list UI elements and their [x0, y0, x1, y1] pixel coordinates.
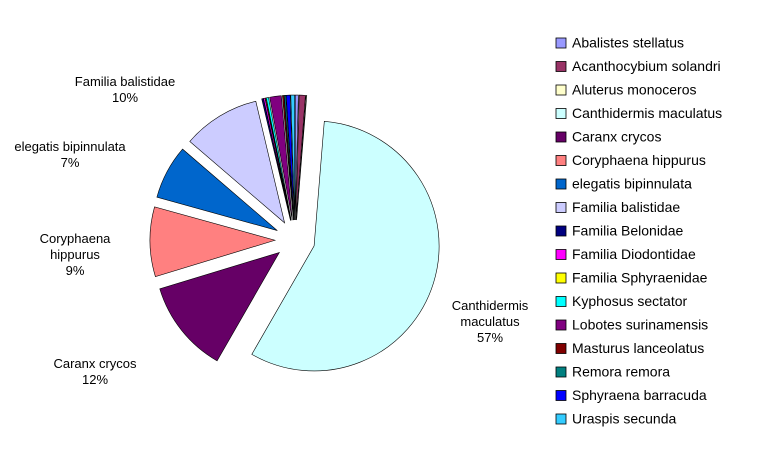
- slice-percent: 57%: [476, 330, 504, 345]
- legend-label: Aluterus monoceros: [572, 82, 697, 98]
- legend-label: Acanthocybium solandri: [572, 58, 721, 74]
- legend-label: elegatis bipinnulata: [572, 176, 692, 192]
- data-label: Canthidermis maculatus 57%: [443, 298, 538, 346]
- pie-slice: [294, 94, 299, 221]
- legend-label: Familia Sphyraenidae: [572, 270, 708, 286]
- data-label: Familia balistidae 10%: [60, 74, 190, 106]
- slice-name: Coryphaena hippurus: [39, 231, 111, 262]
- pie-slice: [290, 94, 295, 221]
- legend-label: Uraspis secunda: [572, 411, 676, 427]
- legend-swatch: [555, 202, 567, 213]
- legend-swatch: [555, 413, 567, 425]
- pie-slice: [295, 94, 306, 221]
- legend-label: Caranx crycos: [572, 129, 661, 145]
- legend-swatch: [555, 61, 567, 72]
- data-label: elegatis bipinnulata 7%: [0, 139, 145, 171]
- pie-slice: [149, 206, 277, 278]
- legend-label: Familia balistidae: [572, 199, 680, 215]
- legend-label: Canthidermis maculatus: [572, 105, 722, 121]
- legend-label: Kyphosus sectator: [572, 293, 688, 309]
- pie-slice: [269, 95, 293, 221]
- legend-label: Lobotes surinamensis: [572, 317, 708, 333]
- legend-label: Coryphaena hippurus: [572, 152, 706, 168]
- legend-swatch: [555, 225, 567, 237]
- data-label: Coryphaena hippurus 9%: [30, 231, 120, 279]
- pie-slice: [251, 121, 440, 372]
- slice-percent: 10%: [111, 90, 139, 105]
- data-label: Caranx crycos 12%: [35, 356, 155, 388]
- legend-swatch: [555, 249, 567, 260]
- legend-swatch: [555, 296, 567, 307]
- pie-slice: [283, 94, 294, 221]
- legend-swatch: [555, 131, 567, 143]
- slice-name: Familia balistidae: [74, 74, 176, 89]
- legend-label: Sphyraena barracuda: [572, 387, 707, 403]
- legend-swatch: [555, 343, 567, 354]
- legend-swatch: [555, 366, 567, 378]
- slice-percent: 12%: [81, 372, 109, 387]
- legend-swatch: [555, 178, 567, 190]
- slice-name: Caranx crycos: [53, 356, 137, 371]
- legend-swatch: [555, 272, 567, 284]
- slice-name: Canthidermis maculatus: [451, 298, 529, 329]
- slice-percent: 7%: [60, 155, 80, 170]
- pie-slice: [265, 97, 292, 221]
- legend-swatch: [555, 390, 567, 401]
- legend-label: Remora remora: [572, 364, 670, 380]
- legend-label: Masturus lanceolatus: [572, 340, 704, 356]
- legend-swatch: [555, 84, 567, 96]
- pie-slice: [296, 95, 308, 221]
- pie-slice: [285, 94, 295, 221]
- legend-swatch: [555, 37, 567, 49]
- pie-slice: [189, 100, 286, 224]
- legend-label: Abalistes stellatus: [572, 35, 684, 51]
- pie-slice: [159, 251, 280, 362]
- slice-name: elegatis bipinnulata: [14, 139, 126, 154]
- legend-swatch: [555, 108, 567, 119]
- slice-percent: 9%: [65, 263, 85, 278]
- legend-swatch: [555, 319, 567, 331]
- legend-swatch: [555, 155, 567, 166]
- legend-label: Familia Diodontidae: [572, 246, 696, 262]
- legend-label: Familia Belonidae: [572, 223, 683, 239]
- pie-slice: [156, 148, 278, 231]
